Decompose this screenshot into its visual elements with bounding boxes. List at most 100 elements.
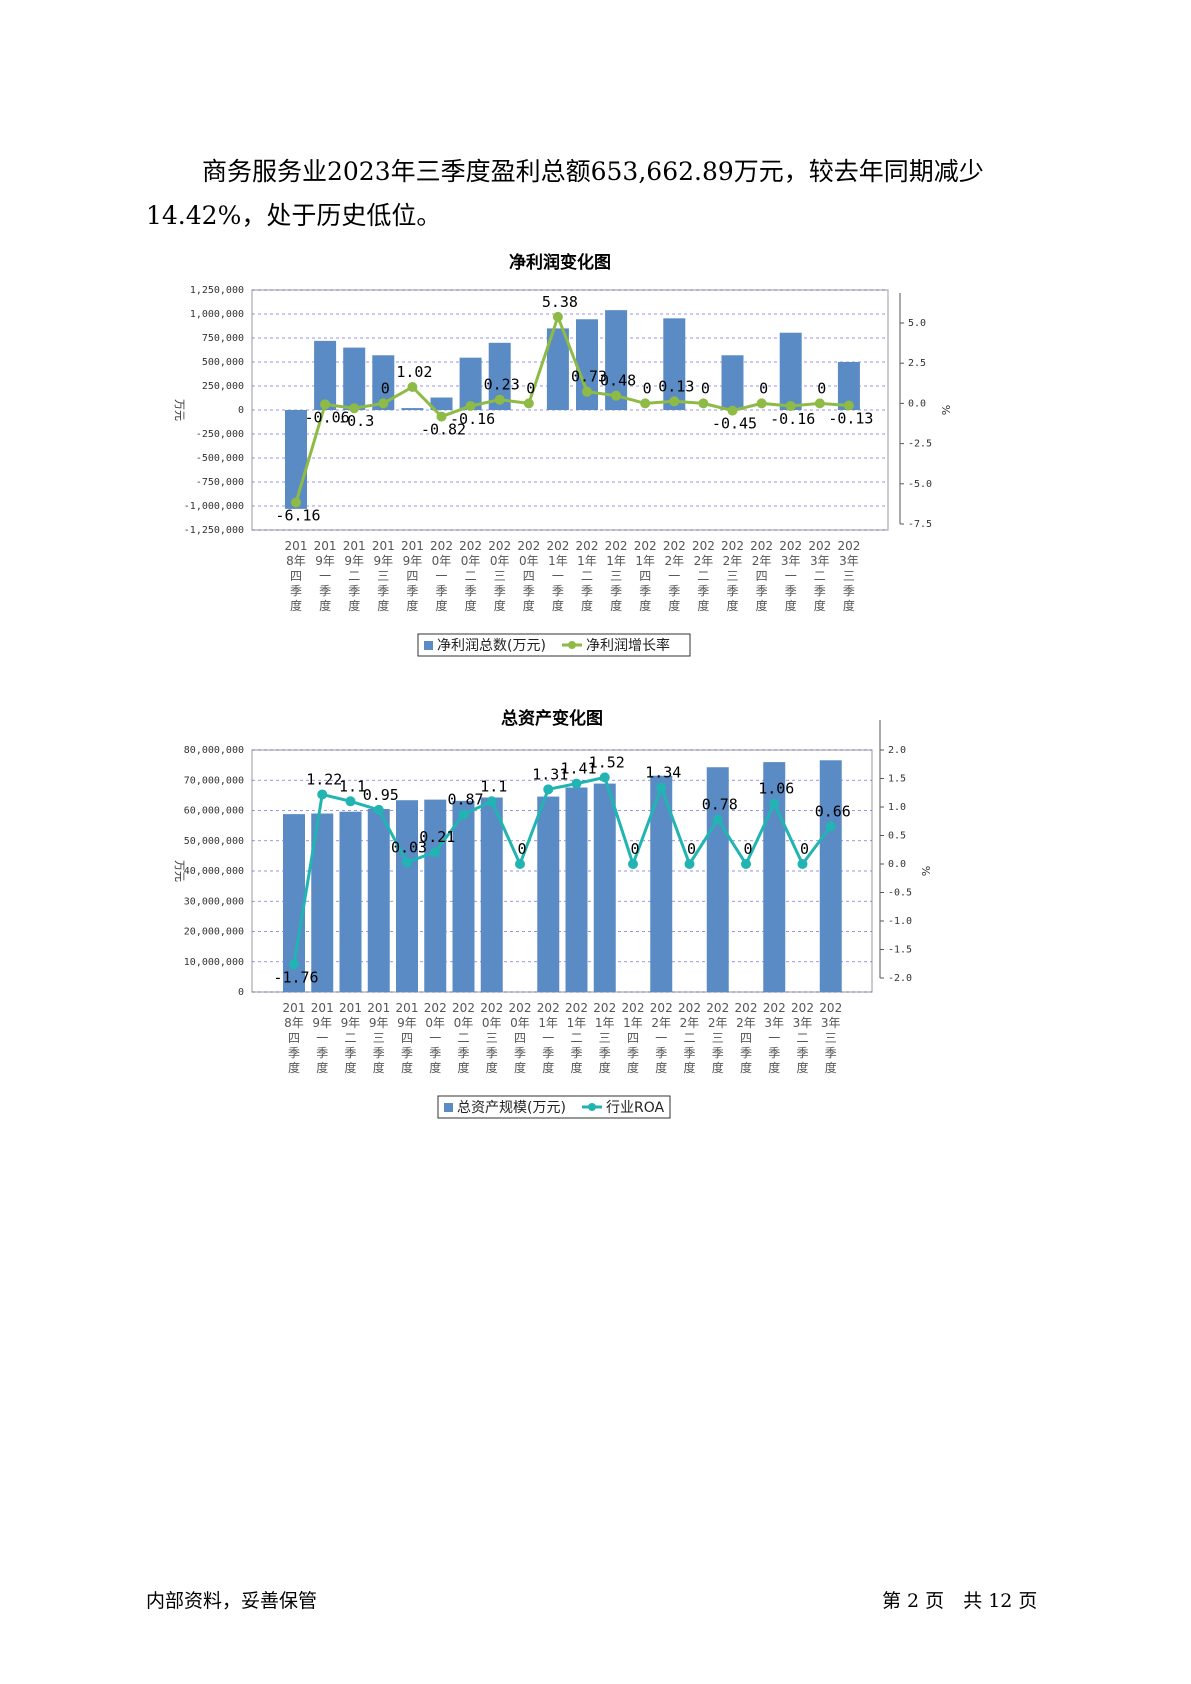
data-label: -0.3 (338, 412, 374, 430)
legend: 总资产规模(万元) 行业ROA (437, 1095, 671, 1119)
data-label: -0.13 (828, 409, 873, 427)
line-point (599, 772, 610, 783)
legend-bar-swatch (444, 1103, 453, 1112)
data-label: 0 (759, 379, 768, 397)
x-tick-char: 202 (565, 1001, 588, 1015)
x-tick-char: 9年 (312, 1016, 332, 1030)
x-tick-char: 季 (599, 1046, 611, 1060)
x-tick-char: 202 (763, 1001, 786, 1015)
y-tick-label: -500,000 (196, 453, 244, 464)
y-tick-label: 50,000,000 (184, 836, 244, 847)
net-profit-chart: 净利润变化图 1,250,000 1,000,000 750,000 500,000 25… (173, 252, 952, 657)
y2-tick-label: 2.0 (888, 745, 906, 756)
bar (593, 783, 616, 992)
bar (706, 767, 729, 992)
x-tick-char: 季 (542, 1046, 554, 1060)
line-point (458, 809, 469, 820)
x-tick-char: 四 (514, 1031, 526, 1045)
x-tick-char: 201 (401, 539, 424, 553)
bar (721, 355, 744, 410)
x-tick-char: 三 (373, 1031, 385, 1045)
x-tick-char: 二 (697, 569, 709, 583)
y2-tick-label: 0.0 (908, 398, 926, 409)
x-tick-char: 季 (756, 584, 768, 598)
x-tick-char: 1年 (623, 1016, 643, 1030)
x-tick-char: 202 (837, 539, 860, 553)
x-tick-char: 1年 (538, 1016, 558, 1030)
x-tick-char: 202 (634, 539, 657, 553)
x-tick-char: 度 (514, 1060, 526, 1075)
x-tick-char: 度 (726, 598, 738, 613)
legend-bar-label: 总资产规模(万元) (457, 1100, 566, 1116)
x-tick-char: 一 (785, 569, 797, 583)
x-tick-char: 二 (348, 569, 360, 583)
bar (576, 319, 598, 410)
x-tick-char: 三 (494, 569, 506, 583)
x-tick-char: 度 (435, 598, 447, 613)
x-tick-char: 季 (552, 584, 564, 598)
y-tick-label: 250,000 (202, 381, 244, 392)
x-tick-char: 四 (740, 1031, 752, 1045)
x-tick-char: 季 (429, 1046, 441, 1060)
x-tick-char: 1年 (577, 554, 597, 568)
series-line (292, 775, 832, 965)
x-tick-char: 2年 (651, 1016, 671, 1030)
x-tick-char: 201 (314, 539, 337, 553)
y-tick-label: 80,000,000 (184, 745, 244, 756)
x-tick-char: 季 (465, 584, 477, 598)
y2-tick-label: 0.0 (888, 859, 906, 870)
bar (537, 796, 560, 992)
data-label: 0 (381, 379, 390, 397)
x-tick-char: 季 (712, 1046, 724, 1060)
x-tick-char: 一 (668, 569, 680, 583)
data-label: 1.06 (758, 780, 794, 798)
x-tick-char: 8年 (286, 554, 306, 568)
x-tick-char: 季 (514, 1046, 526, 1060)
x-tick-char: 度 (796, 1060, 808, 1075)
x-tick-char: 3年 (764, 1016, 784, 1030)
x-tick-char: 四 (523, 569, 535, 583)
line-point (698, 398, 709, 409)
x-tick-char: 季 (814, 584, 826, 598)
x-tick-char: 一 (429, 1031, 441, 1045)
x-tick-char: 季 (627, 1046, 639, 1060)
line-point (373, 804, 384, 815)
x-tick-char: 一 (768, 1031, 780, 1045)
data-label: 0.78 (702, 796, 738, 814)
y-tick-label: 10,000,000 (184, 957, 244, 968)
x-tick-char: 季 (796, 1046, 808, 1060)
line-point (669, 396, 680, 407)
bar (424, 799, 447, 992)
x-tick-char: 1年 (567, 1016, 587, 1030)
x-tick-char: 季 (494, 584, 506, 598)
bar (837, 362, 860, 410)
line-point (825, 821, 836, 832)
data-label: -0.45 (712, 415, 757, 433)
x-tick-char: 201 (283, 1001, 306, 1015)
data-label: -0.06 (305, 408, 350, 426)
x-tick-char: 202 (791, 1001, 814, 1015)
x-tick-char: 202 (750, 539, 773, 553)
x-tick-char: 202 (488, 539, 511, 553)
x-tick-char: 季 (785, 584, 797, 598)
x-tick-char: 季 (406, 584, 418, 598)
bar (339, 811, 362, 992)
y2-axis-label: % (919, 866, 932, 876)
x-tick-char: 季 (843, 584, 855, 598)
x-tick-char: 202 (424, 1001, 447, 1015)
y-tick-label: 60,000,000 (184, 806, 244, 817)
x-tick-char: 3年 (839, 554, 859, 568)
